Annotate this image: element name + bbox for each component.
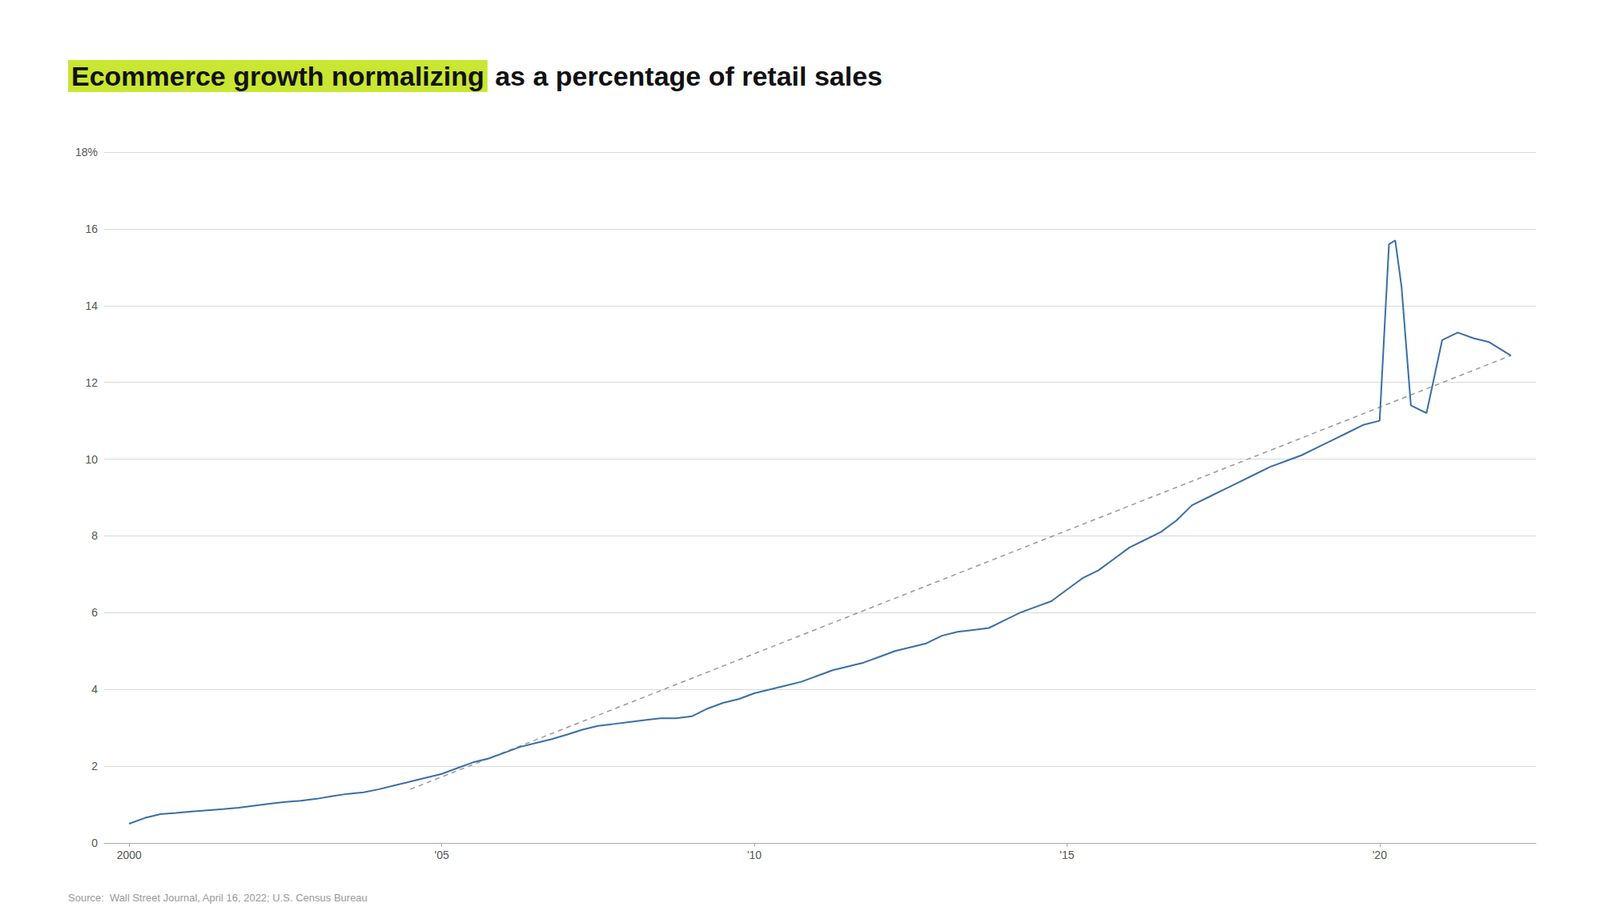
svg-text:as a percentage of retail sale: as a percentage of retail sales	[487, 60, 883, 92]
svg-text:2: 2	[91, 759, 98, 773]
svg-text:Source: Wall Street Journal,: Source: Wall Street Journal, April 16, 2…	[68, 892, 368, 905]
svg-text:'20: '20	[1372, 848, 1387, 862]
svg-text:'05: '05	[434, 848, 449, 862]
svg-text:10: 10	[84, 453, 98, 467]
svg-text:'15: '15	[1059, 848, 1074, 862]
svg-text:8: 8	[91, 529, 98, 543]
svg-text:12: 12	[84, 376, 98, 390]
svg-text:4: 4	[91, 683, 98, 696]
svg-text:14: 14	[84, 299, 98, 313]
svg-text:16: 16	[84, 222, 98, 236]
svg-text:6: 6	[91, 606, 98, 620]
svg-text:18%: 18%	[75, 145, 98, 159]
svg-text:'10: '10	[747, 848, 762, 862]
svg-text:Ecommerce growth normalizing: Ecommerce growth normalizing	[71, 60, 485, 92]
svg-text:2000: 2000	[116, 848, 142, 862]
svg-text:0: 0	[91, 836, 98, 850]
